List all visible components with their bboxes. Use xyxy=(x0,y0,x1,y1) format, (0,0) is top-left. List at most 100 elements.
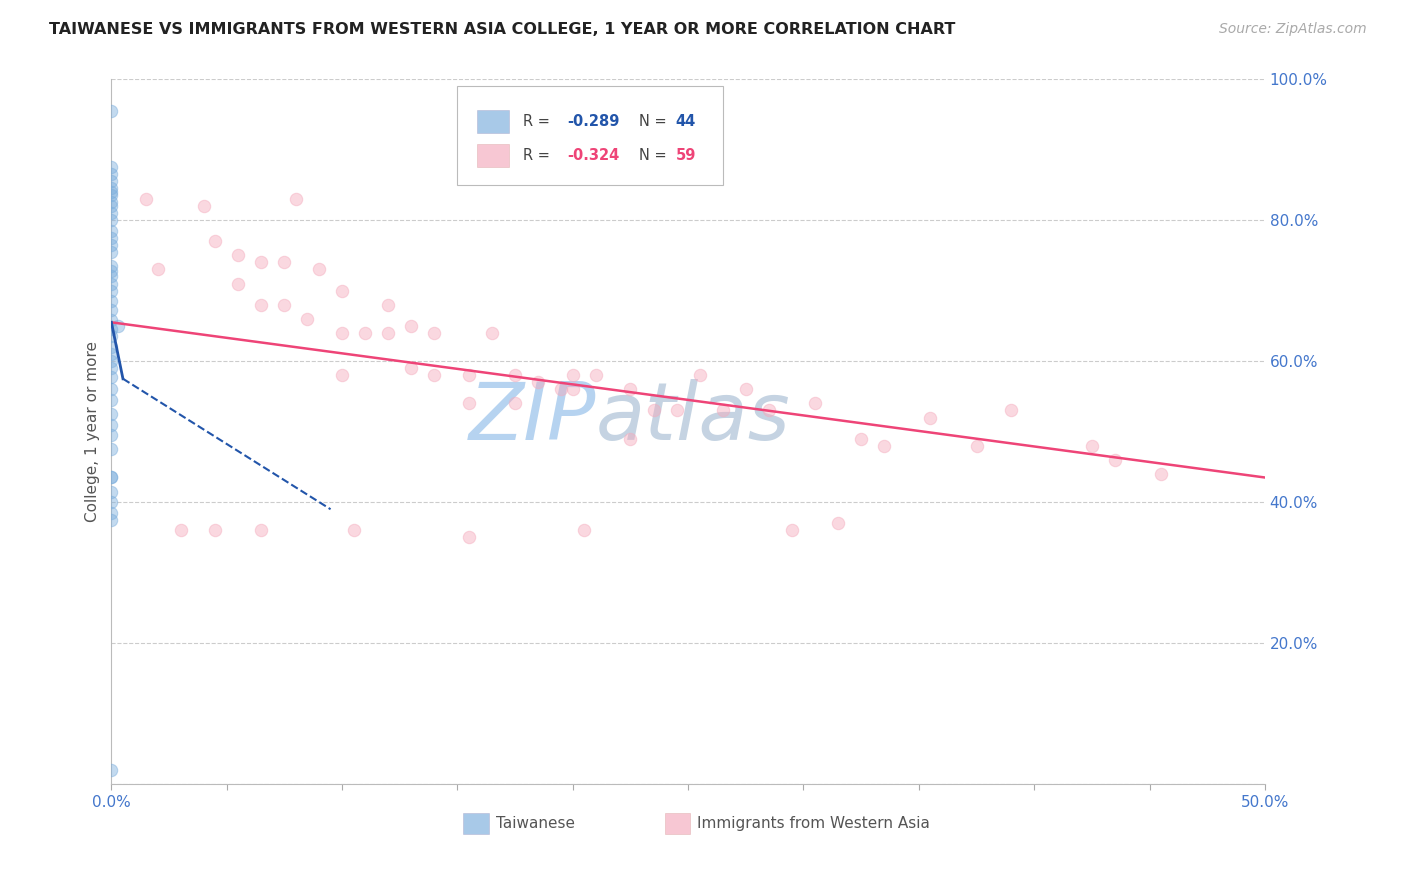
Text: -0.289: -0.289 xyxy=(567,114,620,129)
Point xyxy=(100,264,122,278)
Point xyxy=(100,369,122,384)
Point xyxy=(1104,453,1126,467)
Text: -0.324: -0.324 xyxy=(567,148,619,163)
Point xyxy=(100,340,122,354)
Point xyxy=(100,174,122,188)
Point xyxy=(354,326,377,340)
Point xyxy=(107,318,129,333)
Text: ZIP: ZIP xyxy=(468,378,596,457)
Point xyxy=(527,376,550,390)
Point xyxy=(169,524,191,538)
Point xyxy=(619,382,641,396)
Text: 59: 59 xyxy=(675,148,696,163)
Point xyxy=(100,244,122,259)
Point xyxy=(100,495,122,509)
Point xyxy=(423,368,446,383)
Point xyxy=(689,368,711,383)
Point xyxy=(330,326,353,340)
Point xyxy=(401,318,423,333)
Text: R =: R = xyxy=(523,114,555,129)
Point xyxy=(804,396,827,410)
Point xyxy=(503,368,526,383)
Point xyxy=(377,326,399,340)
Point xyxy=(100,167,122,181)
Point xyxy=(619,432,641,446)
Point xyxy=(100,470,122,484)
Point xyxy=(273,255,295,269)
FancyBboxPatch shape xyxy=(477,145,509,167)
Text: R =: R = xyxy=(523,148,555,163)
Point xyxy=(250,298,273,312)
Point xyxy=(100,347,122,361)
Point xyxy=(100,103,122,118)
Text: N =: N = xyxy=(638,148,671,163)
Point xyxy=(100,470,122,484)
Point xyxy=(100,354,122,368)
Point xyxy=(226,248,249,262)
Text: Taiwanese: Taiwanese xyxy=(495,815,575,830)
Point xyxy=(250,255,273,269)
Point xyxy=(1081,439,1104,453)
Point xyxy=(100,284,122,298)
Point xyxy=(100,361,122,376)
Point xyxy=(100,407,122,421)
Y-axis label: College, 1 year or more: College, 1 year or more xyxy=(86,341,100,522)
Point xyxy=(665,403,688,417)
Point xyxy=(100,269,122,284)
Point xyxy=(135,192,157,206)
Point xyxy=(585,368,607,383)
Point xyxy=(100,313,122,327)
FancyBboxPatch shape xyxy=(477,111,509,133)
Point xyxy=(204,524,226,538)
Point xyxy=(100,237,122,252)
Point xyxy=(873,439,896,453)
Point xyxy=(100,230,122,244)
FancyBboxPatch shape xyxy=(463,813,489,834)
Point xyxy=(849,432,872,446)
Point xyxy=(711,403,734,417)
Point xyxy=(100,442,122,457)
Point xyxy=(100,181,122,195)
Text: 44: 44 xyxy=(675,114,696,129)
Point xyxy=(100,213,122,227)
Point xyxy=(920,410,942,425)
FancyBboxPatch shape xyxy=(665,813,690,834)
Point xyxy=(780,524,803,538)
Text: TAIWANESE VS IMMIGRANTS FROM WESTERN ASIA COLLEGE, 1 YEAR OR MORE CORRELATION CH: TAIWANESE VS IMMIGRANTS FROM WESTERN ASI… xyxy=(49,22,956,37)
Point xyxy=(100,195,122,210)
Point xyxy=(503,396,526,410)
Text: atlas: atlas xyxy=(596,378,790,457)
Point xyxy=(481,326,503,340)
Point xyxy=(297,311,319,326)
Text: Source: ZipAtlas.com: Source: ZipAtlas.com xyxy=(1219,22,1367,37)
Point xyxy=(401,361,423,376)
Point xyxy=(273,298,295,312)
Point xyxy=(100,428,122,442)
Point xyxy=(100,484,122,499)
Text: N =: N = xyxy=(638,114,671,129)
FancyBboxPatch shape xyxy=(457,86,723,185)
Point xyxy=(285,192,308,206)
Point xyxy=(100,303,122,318)
Point xyxy=(458,368,481,383)
Point xyxy=(100,224,122,238)
Point xyxy=(226,277,249,291)
Point xyxy=(330,284,353,298)
Point xyxy=(100,160,122,174)
Point xyxy=(758,403,780,417)
Point xyxy=(100,763,122,777)
Point xyxy=(100,513,122,527)
Point xyxy=(204,234,226,248)
Point xyxy=(100,417,122,432)
Point xyxy=(1000,403,1022,417)
Point xyxy=(100,277,122,291)
Point xyxy=(550,382,572,396)
Point xyxy=(100,199,122,213)
Point xyxy=(100,188,122,202)
Point xyxy=(100,322,122,336)
Point xyxy=(193,199,215,213)
Point xyxy=(330,368,353,383)
Point xyxy=(643,403,665,417)
Point xyxy=(100,259,122,273)
Point xyxy=(561,368,583,383)
